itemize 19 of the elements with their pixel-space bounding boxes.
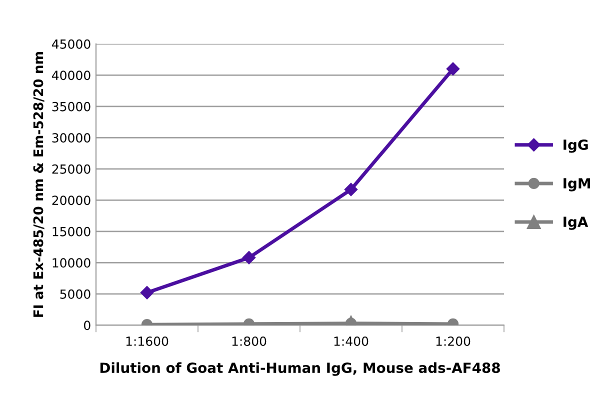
x-tick-label: 1:1600 [126,336,168,346]
y-tick-label: 35000 [52,102,90,112]
y-tick-label: 40000 [52,70,90,80]
x-tick-label: 1:800 [232,336,266,346]
y-axis-title: FI at Ex-485/20 nm & Em-528/20 nm [33,52,44,317]
x-tick-label: 1:400 [334,336,368,346]
y-tick-label: 10000 [52,258,90,268]
legend-label: IgA [564,216,588,230]
x-tick-label: 1:200 [436,336,470,346]
legend-label: IgM [564,178,590,192]
y-tick-label: 15000 [52,226,90,236]
y-tick-label: 0 [84,320,90,330]
y-tick-label: 5000 [60,289,90,299]
y-tick-label: 25000 [52,164,90,174]
y-tick-label: 20000 [52,196,90,206]
y-tick-label: 45000 [52,39,90,49]
legend-label: IgG [564,139,588,153]
y-tick-label: 30000 [52,133,90,143]
x-axis-title: Dilution of Goat Anti-Human IgG, Mouse ads-AF488 [100,362,500,376]
